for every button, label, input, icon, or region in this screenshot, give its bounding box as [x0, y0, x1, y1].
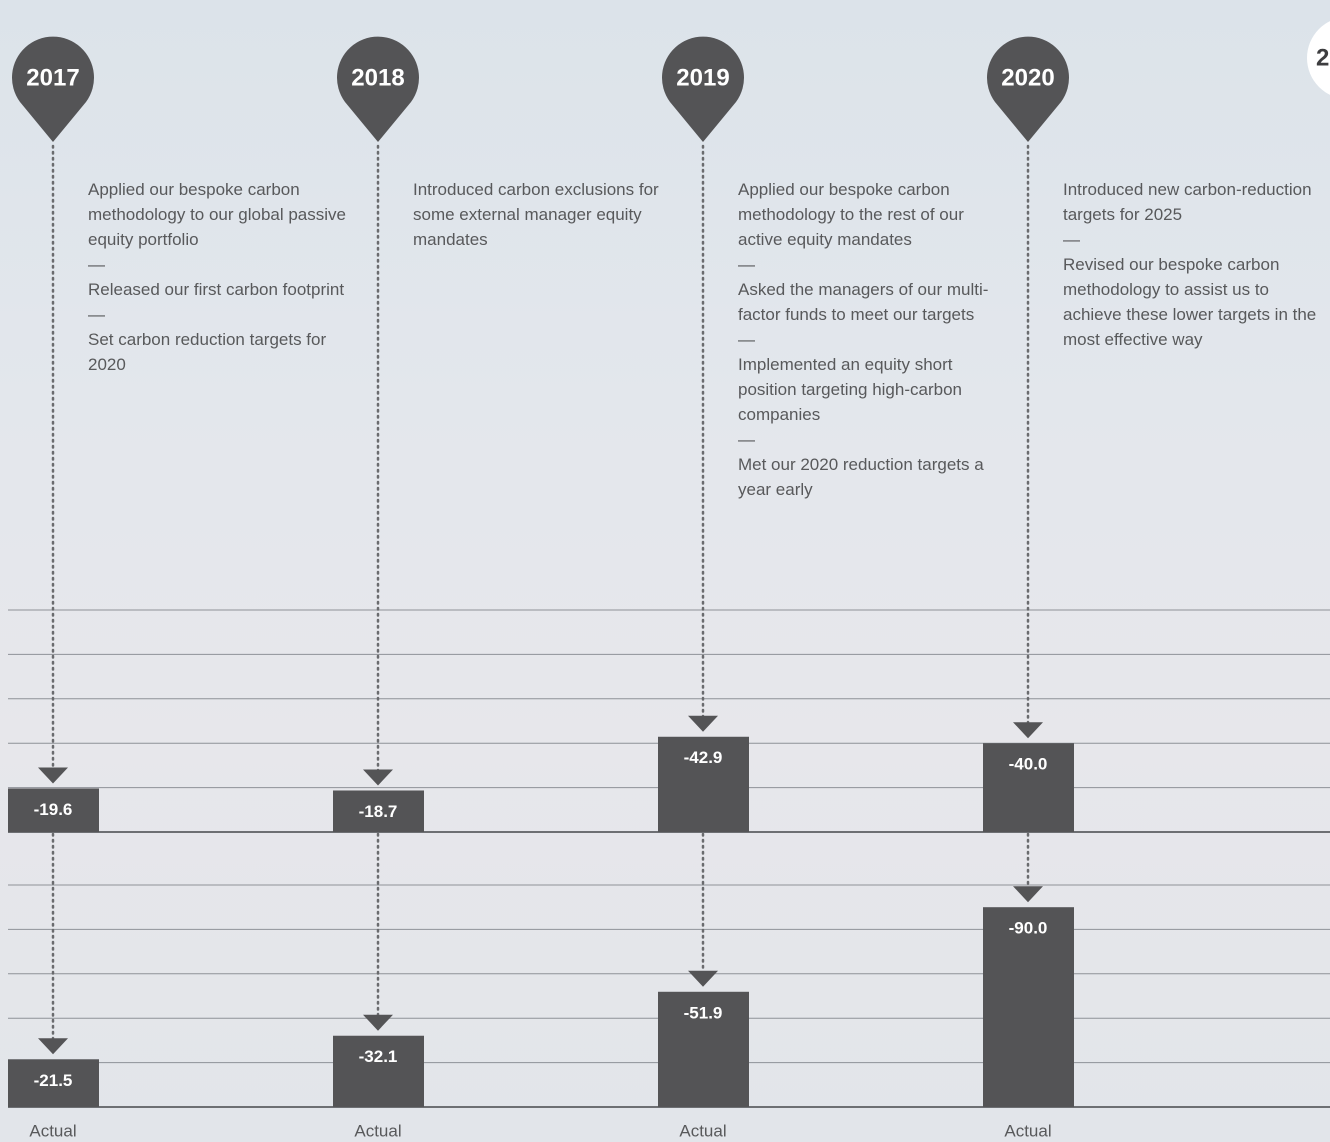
value-label: -19.6	[34, 800, 73, 819]
value-label: -18.7	[359, 802, 398, 821]
bar	[333, 790, 424, 832]
pin	[11, 36, 94, 142]
note-line: —	[738, 430, 755, 449]
clipped-pin	[1307, 21, 1330, 95]
arrow	[38, 1038, 68, 1055]
note: Introduced new carbon-reduction targets …	[1063, 177, 1325, 352]
bar-caption: Actual	[1004, 1121, 1051, 1140]
value-label: -40.0	[1009, 755, 1048, 774]
bar	[983, 907, 1074, 1107]
note-line: Revised our bespoke carbon methodology t…	[1063, 255, 1317, 349]
value-label: -32.1	[359, 1047, 398, 1066]
arrow	[363, 769, 393, 786]
note-line: Set carbon reduction targets for 2020	[88, 330, 327, 374]
arrow	[1013, 722, 1043, 739]
note-line: Applied our bespoke carbon methodology t…	[738, 180, 964, 249]
note-line: —	[88, 255, 105, 274]
value-label: -90.0	[1009, 919, 1048, 938]
bar-caption: Actual	[354, 1121, 401, 1140]
note-line: Applied our bespoke carbon methodology t…	[88, 180, 346, 249]
value-label: -21.5	[34, 1071, 73, 1090]
bar	[658, 736, 749, 832]
arrow	[38, 767, 68, 784]
bar	[983, 743, 1074, 832]
arrow	[688, 970, 718, 987]
bar-caption: Actual	[679, 1121, 726, 1140]
clipped-pin-label: 2	[1316, 44, 1329, 71]
pin-year: 2019	[676, 64, 729, 91]
note: Applied our bespoke carbon methodology t…	[88, 177, 350, 377]
bar-caption: Actual	[29, 1121, 76, 1140]
arrow	[1013, 886, 1043, 903]
pin	[337, 36, 419, 142]
note-line: Met our 2020 reduction targets a year ea…	[738, 455, 984, 499]
pin-year: 2018	[351, 64, 404, 91]
arrow	[363, 1014, 393, 1031]
note-line: —	[1063, 230, 1080, 249]
note-line: —	[88, 305, 105, 324]
note-line: Introduced new carbon-reduction targets …	[1063, 180, 1312, 224]
note-line: —	[738, 255, 755, 274]
pin	[987, 36, 1069, 142]
note-line: —	[738, 330, 755, 349]
note: Introduced carbon exclusions for some ex…	[413, 177, 675, 252]
note-line: Introduced carbon exclusions for some ex…	[413, 180, 659, 249]
pin	[661, 36, 744, 142]
pin-year: 2020	[1001, 64, 1054, 91]
bar	[8, 788, 99, 832]
value-label: -51.9	[684, 1003, 723, 1022]
bar	[658, 991, 749, 1107]
bar	[333, 1035, 424, 1107]
note-line: Released our first carbon footprint	[88, 280, 345, 299]
note-line: Asked the managers of our multi-factor f…	[738, 280, 989, 324]
arrow	[688, 715, 718, 732]
pin-year: 2017	[26, 64, 79, 91]
note: Applied our bespoke carbon methodology t…	[738, 177, 1000, 502]
note-line: Implemented an equity short position tar…	[738, 355, 962, 424]
value-label: -42.9	[684, 748, 723, 767]
bar	[8, 1059, 99, 1107]
